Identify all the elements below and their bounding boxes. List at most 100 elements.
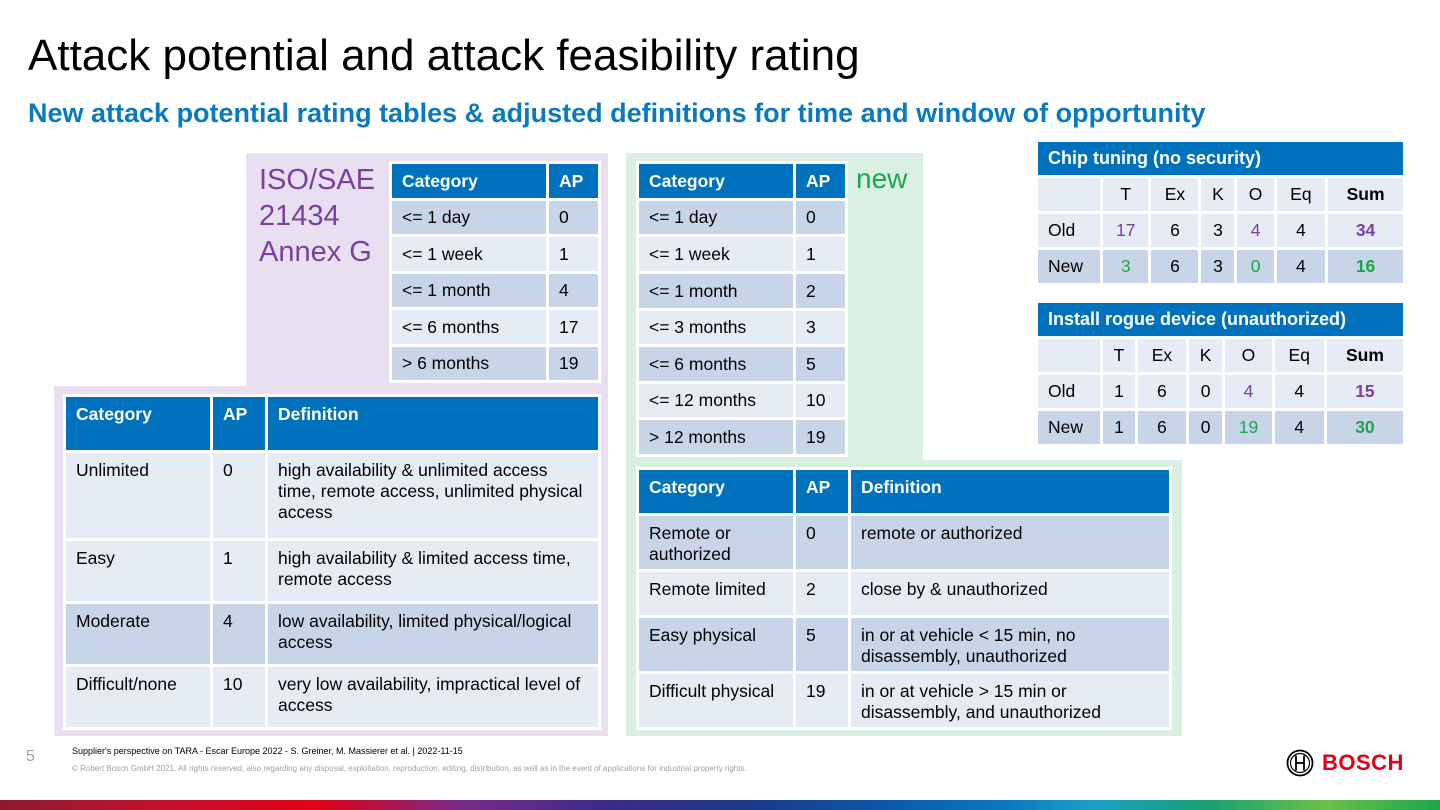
table-row: <= 1 day 0 xyxy=(636,198,848,237)
ap-cell: 19 xyxy=(793,417,848,457)
column-header: AP xyxy=(793,467,851,516)
table-row: Easy 1 high availability & limited access … xyxy=(63,538,601,604)
value-cell: 6 xyxy=(1135,408,1189,447)
sum-cell: 16 xyxy=(1325,247,1406,286)
column-header: Category xyxy=(389,161,549,201)
ap-cell: 0 xyxy=(793,513,851,572)
column-header xyxy=(1035,336,1103,375)
column-header: Definition xyxy=(848,467,1172,516)
category-cell: <= 3 months xyxy=(636,308,796,347)
category-cell: > 12 months xyxy=(636,417,796,457)
rating-table-caption: Chip tuning (no security) xyxy=(1035,139,1406,178)
bosch-logo-text: BOSCH xyxy=(1322,750,1404,775)
brand-color-bar xyxy=(0,800,1440,810)
value-cell: 6 xyxy=(1148,211,1202,250)
value-cell: 3 xyxy=(1198,247,1238,286)
ap-cell: 1 xyxy=(210,538,268,604)
row-label: New xyxy=(1035,408,1103,447)
table-row: Easy physical 5 in or at vehicle < 15 min,… xyxy=(636,615,1172,674)
value-cell: 3 xyxy=(1198,211,1238,250)
column-header: Eq xyxy=(1271,336,1327,375)
value-cell: 4 xyxy=(1273,247,1329,286)
category-cell: <= 1 day xyxy=(636,198,796,237)
table-row: <= 6 months 5 xyxy=(636,344,848,384)
category-cell: Moderate xyxy=(63,601,213,667)
ap-cell: 1 xyxy=(793,234,848,274)
table-row: Remote limited 2 close by & unauthorized xyxy=(636,569,1172,618)
ap-cell: 1 xyxy=(546,234,601,274)
value-cell: 1 xyxy=(1099,408,1139,447)
ap-cell: 2 xyxy=(793,569,851,618)
category-cell: <= 1 month xyxy=(389,271,549,310)
ap-cell: 19 xyxy=(546,344,601,383)
value-cell: 0 xyxy=(1185,372,1226,411)
page-title: Attack potential and attack feasibility … xyxy=(28,31,860,80)
category-cell: Unlimited xyxy=(63,450,213,541)
iso-label-line: Annex G xyxy=(259,236,372,268)
table-row: <= 1 day 0 xyxy=(389,198,601,237)
table-row: <= 6 months 17 xyxy=(389,307,601,347)
table-row: Difficult/none 10 very low availability, i… xyxy=(63,664,601,730)
sum-cell: 30 xyxy=(1323,408,1407,447)
ap-cell: 0 xyxy=(546,198,601,237)
ap-cell: 5 xyxy=(793,344,848,384)
ap-cell: 0 xyxy=(210,450,268,541)
category-cell: Remote or authorized xyxy=(636,513,796,572)
definition-cell: very low availability, impractical level… xyxy=(265,664,601,730)
category-cell: Remote limited xyxy=(636,569,796,618)
value-cell: 1 xyxy=(1099,372,1139,411)
row-label: Old xyxy=(1035,211,1103,250)
category-cell: <= 1 month xyxy=(636,271,796,311)
ap-cell: 10 xyxy=(210,664,268,730)
category-cell: Easy xyxy=(63,538,213,604)
ap-cell: 17 xyxy=(546,307,601,347)
table-row: <= 1 month 2 xyxy=(636,271,848,311)
value-cell: 0 xyxy=(1185,408,1226,447)
table-row: Old 17 6 3 4 4 34 xyxy=(1035,211,1406,250)
ap-cell: 2 xyxy=(793,271,848,311)
sum-cell: 15 xyxy=(1323,372,1407,411)
table-row: > 12 months 19 xyxy=(636,417,848,457)
column-header xyxy=(1035,175,1103,214)
ap-cell: 10 xyxy=(793,381,848,420)
ap-cell: 19 xyxy=(793,671,851,730)
value-cell: 4 xyxy=(1271,372,1327,411)
ap-cell: 4 xyxy=(210,601,268,667)
column-header: Sum xyxy=(1325,175,1406,214)
category-cell: <= 1 week xyxy=(636,234,796,274)
table-row: > 6 months 19 xyxy=(389,344,601,383)
category-cell: <= 6 months xyxy=(636,344,796,384)
value-cell: 6 xyxy=(1135,372,1189,411)
column-header: Category xyxy=(636,161,796,201)
column-header: K xyxy=(1185,336,1226,375)
column-header: Category xyxy=(63,394,213,453)
footer-copyright: © Robert Bosch GmbH 2021. All rights res… xyxy=(72,764,747,773)
category-cell: > 6 months xyxy=(389,344,549,383)
definition-cell: high availability & unlimited access tim… xyxy=(265,450,601,541)
column-header: T xyxy=(1099,336,1139,375)
table-row: New 3 6 3 0 4 16 xyxy=(1035,247,1406,286)
table-row: Difficult physical 19 in or at vehicle > 1… xyxy=(636,671,1172,730)
chip-tuning-rating-table: Chip tuning (no security) T Ex K O Eq Su… xyxy=(1035,139,1406,286)
table-row: <= 12 months 10 xyxy=(636,381,848,420)
bosch-logo: BOSCH xyxy=(1286,748,1404,778)
table-row: Old 1 6 0 4 4 15 xyxy=(1035,372,1407,411)
definition-cell: close by & unauthorized xyxy=(848,569,1172,618)
column-header: Ex xyxy=(1148,175,1202,214)
definition-cell: high availability & limited access time,… xyxy=(265,538,601,604)
value-cell: 19 xyxy=(1222,408,1275,447)
table-row: <= 1 week 1 xyxy=(636,234,848,274)
value-cell: 4 xyxy=(1234,211,1277,250)
column-header: Sum xyxy=(1323,336,1407,375)
column-header: AP xyxy=(793,161,848,201)
definition-cell: in or at vehicle < 15 min, no disassembl… xyxy=(848,615,1172,674)
column-header: T xyxy=(1099,175,1152,214)
value-cell: 3 xyxy=(1099,247,1152,286)
page-number: 5 xyxy=(26,748,35,765)
column-header: O xyxy=(1234,175,1277,214)
column-header: Eq xyxy=(1273,175,1329,214)
value-cell: 4 xyxy=(1273,211,1329,250)
category-cell: <= 1 week xyxy=(389,234,549,274)
ap-cell: 5 xyxy=(793,615,851,674)
category-cell: <= 6 months xyxy=(389,307,549,347)
